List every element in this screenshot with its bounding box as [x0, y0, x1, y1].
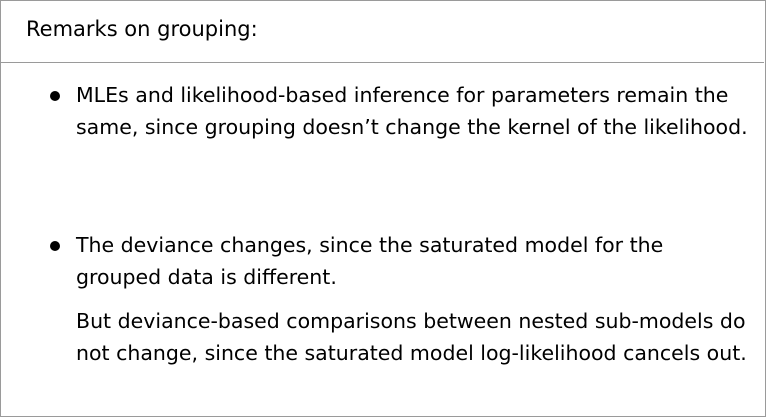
- bullet-line: The deviance changes, since the saturate…: [76, 233, 664, 257]
- bullet-line: grouped data is different.: [76, 265, 337, 289]
- bullet-text: The deviance changes, since the saturate…: [76, 229, 756, 369]
- slide-title: Remarks on grouping:: [26, 17, 258, 41]
- bullet-continuation-line: But deviance-based comparisons between n…: [76, 309, 746, 333]
- bullet-line: same, since grouping doesn’t change the …: [76, 115, 748, 139]
- bullet-dot-icon: [50, 91, 60, 101]
- bullet-dot-icon: [50, 241, 60, 251]
- slide-header: Remarks on grouping:: [0, 0, 764, 63]
- bullet-continuation-line: not change, since the saturated model lo…: [76, 341, 747, 365]
- bullet-line: MLEs and likelihood-based inference for …: [76, 83, 729, 107]
- bullet-text: MLEs and likelihood-based inference for …: [76, 79, 756, 143]
